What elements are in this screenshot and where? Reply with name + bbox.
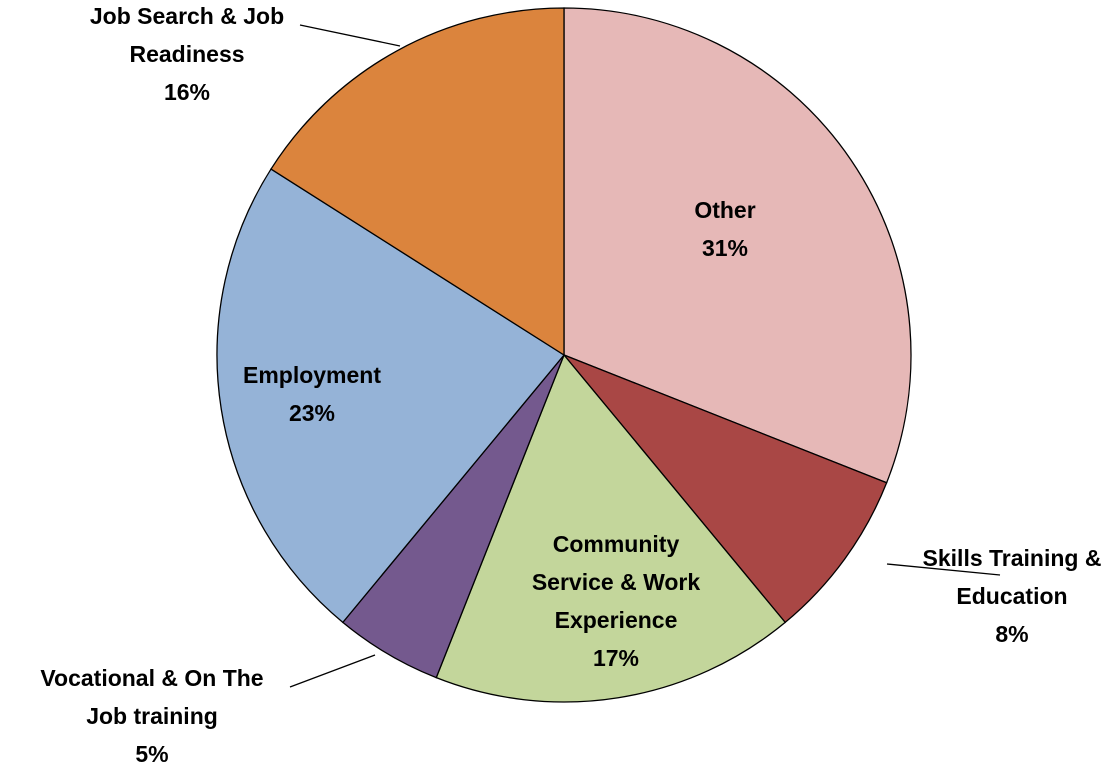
slice-community-service-and-work-experience (435, 353, 787, 703)
data-label-percent: 23% (289, 400, 335, 426)
data-label-job-search-and-job-readiness: Job Search & Job Readiness 16% (90, 3, 284, 105)
data-label-percent: 17% (593, 645, 639, 671)
slice-job-search-and-job-readiness (270, 7, 565, 357)
data-label-text: Skills Training & (923, 545, 1102, 571)
data-label-other: Other 31% (694, 197, 755, 261)
data-label-percent: 31% (702, 235, 748, 261)
data-labels: Other 31% Skills Training & Education 8% Comm… (40, 3, 1101, 767)
data-label-text: Education (956, 583, 1067, 609)
data-label-text: Job Search & Job (90, 3, 284, 29)
data-label-text: Readiness (129, 41, 244, 67)
pie-slices (216, 7, 912, 703)
data-label-percent: 16% (164, 79, 210, 105)
data-label-text: Community (553, 531, 680, 557)
leader-line-job-search-and-job-readiness (299, 24, 401, 47)
data-label-text: Other (694, 197, 755, 223)
data-label-percent: 8% (995, 621, 1028, 647)
data-label-text: Experience (555, 607, 678, 633)
data-label-skills-training-and-education: Skills Training & Education 8% (923, 545, 1102, 647)
data-label-text: Job training (86, 703, 218, 729)
slice-other (563, 7, 912, 484)
data-label-vocational-and-on-the-job-training: Vocational & On The Job training 5% (40, 665, 263, 767)
data-label-community-service-and-work-experience: Community Service & Work Experience 17% (532, 531, 701, 671)
data-label-text: Service & Work (532, 569, 701, 595)
slice-employment (216, 168, 565, 624)
data-label-text: Vocational & On The (40, 665, 263, 691)
data-label-text: Employment (243, 362, 381, 388)
leader-line-skills-training-and-education (886, 563, 1001, 576)
slice-skills-training-and-education (563, 354, 888, 624)
data-label-percent: 5% (135, 741, 168, 767)
leader-lines (289, 24, 1001, 688)
leader-line-vocational-and-on-the-job-training (289, 654, 376, 688)
data-label-employment: Employment 23% (243, 362, 381, 426)
